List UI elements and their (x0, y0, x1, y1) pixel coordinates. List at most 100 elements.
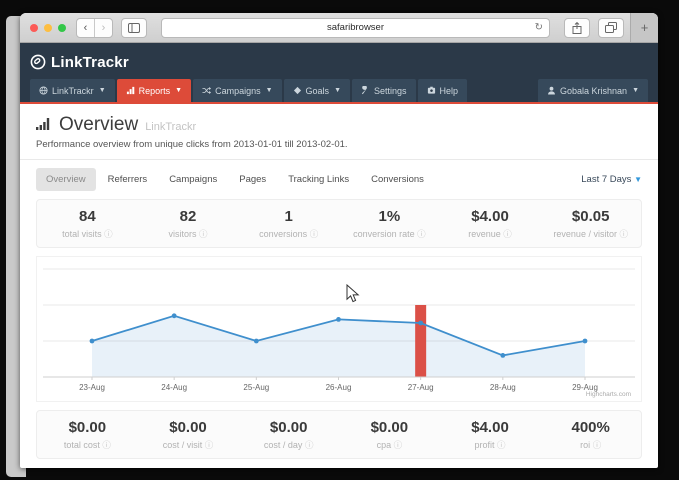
brand-name: LinkTrackr (51, 54, 129, 71)
nav-item-reports[interactable]: Reports▼ (117, 79, 191, 102)
nav-item-goals[interactable]: Goals▼ (284, 79, 350, 102)
sidebar-button[interactable] (121, 18, 147, 38)
zoom-window-button[interactable] (58, 24, 66, 32)
nav-item-label: Settings (374, 86, 407, 96)
caret-down-icon: ▼ (632, 87, 639, 94)
stat-label: cost / day ⓘ (238, 439, 339, 451)
user-icon (547, 86, 556, 95)
tab-pages[interactable]: Pages (229, 168, 276, 191)
stat-value: 82 (138, 208, 239, 225)
history-nav: ‹ › (76, 18, 113, 38)
info-icon[interactable]: ⓘ (497, 440, 506, 450)
sidebar-icon (128, 23, 140, 33)
reload-icon[interactable]: ↻ (535, 23, 543, 33)
overview-title-icon (36, 117, 52, 130)
stat-value: 1 (238, 208, 339, 225)
stat-label: conversions ⓘ (238, 228, 339, 240)
date-range-label: Last 7 Days (581, 174, 631, 185)
date-range-selector[interactable]: Last 7 Days ▼ (581, 174, 642, 185)
svg-text:25-Aug: 25-Aug (243, 383, 269, 392)
stat-value: 84 (37, 208, 138, 225)
stat-label: revenue / visitor ⓘ (540, 228, 641, 240)
info-icon[interactable]: ⓘ (305, 440, 314, 450)
browser-chrome: ‹ › safaribrowser ↻ + (20, 13, 658, 43)
stat-total-cost: $0.00 total cost ⓘ (37, 419, 138, 451)
stats-row-bottom: $0.00 total cost ⓘ$0.00 cost / visit ⓘ$0… (36, 410, 642, 459)
tab-conversions[interactable]: Conversions (361, 168, 434, 191)
stat-label: cpa ⓘ (339, 439, 440, 451)
stat-roi: 400% roi ⓘ (540, 419, 641, 451)
new-tab-button[interactable]: + (630, 13, 658, 42)
info-icon[interactable]: ⓘ (593, 440, 602, 450)
info-icon[interactable]: ⓘ (394, 440, 403, 450)
report-tabs: OverviewReferrersCampaignsPagesTracking … (36, 168, 642, 191)
stat-cost-day: $0.00 cost / day ⓘ (238, 419, 339, 451)
close-window-button[interactable] (30, 24, 38, 32)
nav-item-label: Reports (139, 86, 171, 96)
tab-campaigns[interactable]: Campaigns (159, 168, 227, 191)
info-icon[interactable]: ⓘ (102, 440, 111, 450)
stat-label: conversion rate ⓘ (339, 228, 440, 240)
stat-label: revenue ⓘ (440, 228, 541, 240)
url-text: safaribrowser (327, 22, 384, 33)
stat-value: $0.00 (37, 419, 138, 436)
share-button[interactable] (564, 18, 590, 38)
info-icon[interactable]: ⓘ (310, 229, 319, 239)
overview-chart[interactable]: 23-Aug24-Aug25-Aug26-Aug27-Aug28-Aug29-A… (36, 256, 642, 402)
nav-item-label: LinkTrackr (52, 86, 94, 96)
stat-value: $4.00 (440, 419, 541, 436)
info-icon[interactable]: ⓘ (199, 229, 208, 239)
stat-value: $0.05 (540, 208, 641, 225)
app-header: LinkTrackr LinkTrackr▼Reports▼Campaigns▼… (20, 43, 658, 104)
stat-label: profit ⓘ (440, 439, 541, 451)
minimize-window-button[interactable] (44, 24, 52, 32)
chart-credit: Highcharts.com (586, 391, 631, 398)
stat-label: cost / visit ⓘ (138, 439, 239, 451)
back-button[interactable]: ‹ (77, 19, 94, 37)
page-title: Overview (59, 114, 138, 136)
info-icon[interactable]: ⓘ (503, 229, 512, 239)
nav-item-linktrackr[interactable]: LinkTrackr ▼ (30, 79, 115, 102)
info-icon[interactable]: ⓘ (619, 229, 628, 239)
caret-down-icon: ▼ (266, 87, 273, 94)
stat-value: $0.00 (238, 419, 339, 436)
user-menu[interactable]: Gobala Krishnan ▼ (538, 79, 648, 102)
svg-text:28-Aug: 28-Aug (490, 383, 516, 392)
linktrackr-logo-icon (30, 54, 46, 70)
tab-tracking-links[interactable]: Tracking Links (278, 168, 359, 191)
nav-item-help[interactable]: Help (418, 79, 468, 102)
tab-referrers[interactable]: Referrers (98, 168, 158, 191)
stat-label: roi ⓘ (540, 439, 641, 451)
stat-value: 1% (339, 208, 440, 225)
svg-text:23-Aug: 23-Aug (79, 383, 105, 392)
caret-down-icon: ▼ (99, 87, 106, 94)
stat-cpa: $0.00 cpa ⓘ (339, 419, 440, 451)
globe-icon (39, 86, 48, 95)
info-icon[interactable]: ⓘ (104, 229, 113, 239)
wrench-icon (361, 86, 370, 95)
divider (20, 159, 658, 160)
info-icon[interactable]: ⓘ (417, 229, 426, 239)
info-icon[interactable]: ⓘ (205, 440, 214, 450)
tab-overview[interactable]: Overview (36, 168, 96, 191)
show-tabs-button[interactable] (598, 18, 624, 38)
safari-window: ‹ › safaribrowser ↻ + LinkTrackr LinkTra… (20, 13, 658, 468)
svg-text:27-Aug: 27-Aug (408, 383, 434, 392)
stat-visitors: 82 visitors ⓘ (138, 208, 239, 240)
caret-down-icon: ▼ (634, 175, 642, 184)
share-icon (572, 22, 582, 34)
forward-button[interactable]: › (94, 19, 112, 37)
user-name: Gobala Krishnan (560, 86, 627, 96)
main-navbar: LinkTrackr▼Reports▼Campaigns▼Goals▼Setti… (30, 79, 648, 102)
stat-value: 400% (540, 419, 641, 436)
address-bar[interactable]: safaribrowser ↻ (161, 18, 550, 38)
nav-item-settings[interactable]: Settings (352, 79, 416, 102)
nav-item-campaigns[interactable]: Campaigns▼ (193, 79, 281, 102)
stat-conversion-rate: 1% conversion rate ⓘ (339, 208, 440, 240)
bar-chart-icon (126, 86, 135, 95)
diamond-icon (293, 86, 302, 95)
stat-label: total cost ⓘ (37, 439, 138, 451)
shuffle-icon (202, 86, 211, 95)
page-title-suffix: LinkTrackr (145, 121, 196, 133)
stat-profit: $4.00 profit ⓘ (440, 419, 541, 451)
